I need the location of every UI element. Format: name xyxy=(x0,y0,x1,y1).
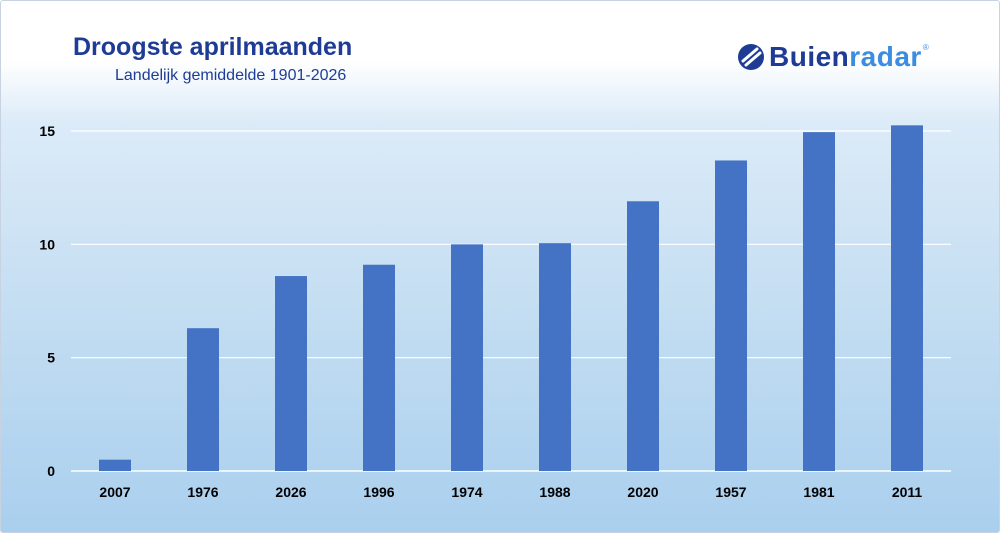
x-tick-label-1957: 1957 xyxy=(715,484,746,500)
buienradar-logo: Buienradar ® xyxy=(737,41,929,73)
bar-2026 xyxy=(275,276,307,471)
logo-text: Buienradar xyxy=(769,43,922,71)
x-tick-label-1976: 1976 xyxy=(187,484,218,500)
logo-text-buien: Buien xyxy=(769,41,850,72)
buienradar-logo-icon xyxy=(738,44,764,70)
y-axis-ticks: 0 5 10 15 xyxy=(39,123,55,479)
x-tick-label-2011: 2011 xyxy=(892,484,923,500)
y-tick-label: 10 xyxy=(39,236,55,252)
logo-registered-mark: ® xyxy=(922,42,929,52)
x-tick-label-2026: 2026 xyxy=(275,484,306,500)
bar-1981 xyxy=(803,132,835,471)
y-tick-label: 15 xyxy=(39,123,55,139)
x-tick-label-1974: 1974 xyxy=(451,484,482,500)
x-tick-label-2007: 2007 xyxy=(99,484,130,500)
bar-2020 xyxy=(627,201,659,471)
bar-2011 xyxy=(891,125,923,471)
chart-subtitle: Landelijk gemiddelde 1901-2026 xyxy=(115,67,347,84)
x-tick-label-1981: 1981 xyxy=(803,484,834,500)
y-tick-label: 0 xyxy=(47,463,55,479)
chart-title: Droogste aprilmaanden xyxy=(73,33,353,61)
bar-1974 xyxy=(451,244,483,471)
y-tick-label: 5 xyxy=(47,350,55,366)
x-tick-label-1996: 1996 xyxy=(363,484,394,500)
bars xyxy=(99,125,923,471)
bar-1957 xyxy=(715,160,747,471)
x-axis-ticks: 2007 1976 2026 1996 1974 1988 2020 1957 1981 2011 xyxy=(99,484,922,500)
bar-1976 xyxy=(187,328,219,471)
logo-text-radar: radar xyxy=(849,41,922,72)
bar-1988 xyxy=(539,243,571,471)
x-tick-label-1988: 1988 xyxy=(539,484,570,500)
bar-1996 xyxy=(363,264,395,471)
bar-2007 xyxy=(99,459,131,471)
x-tick-label-2020: 2020 xyxy=(627,484,658,500)
